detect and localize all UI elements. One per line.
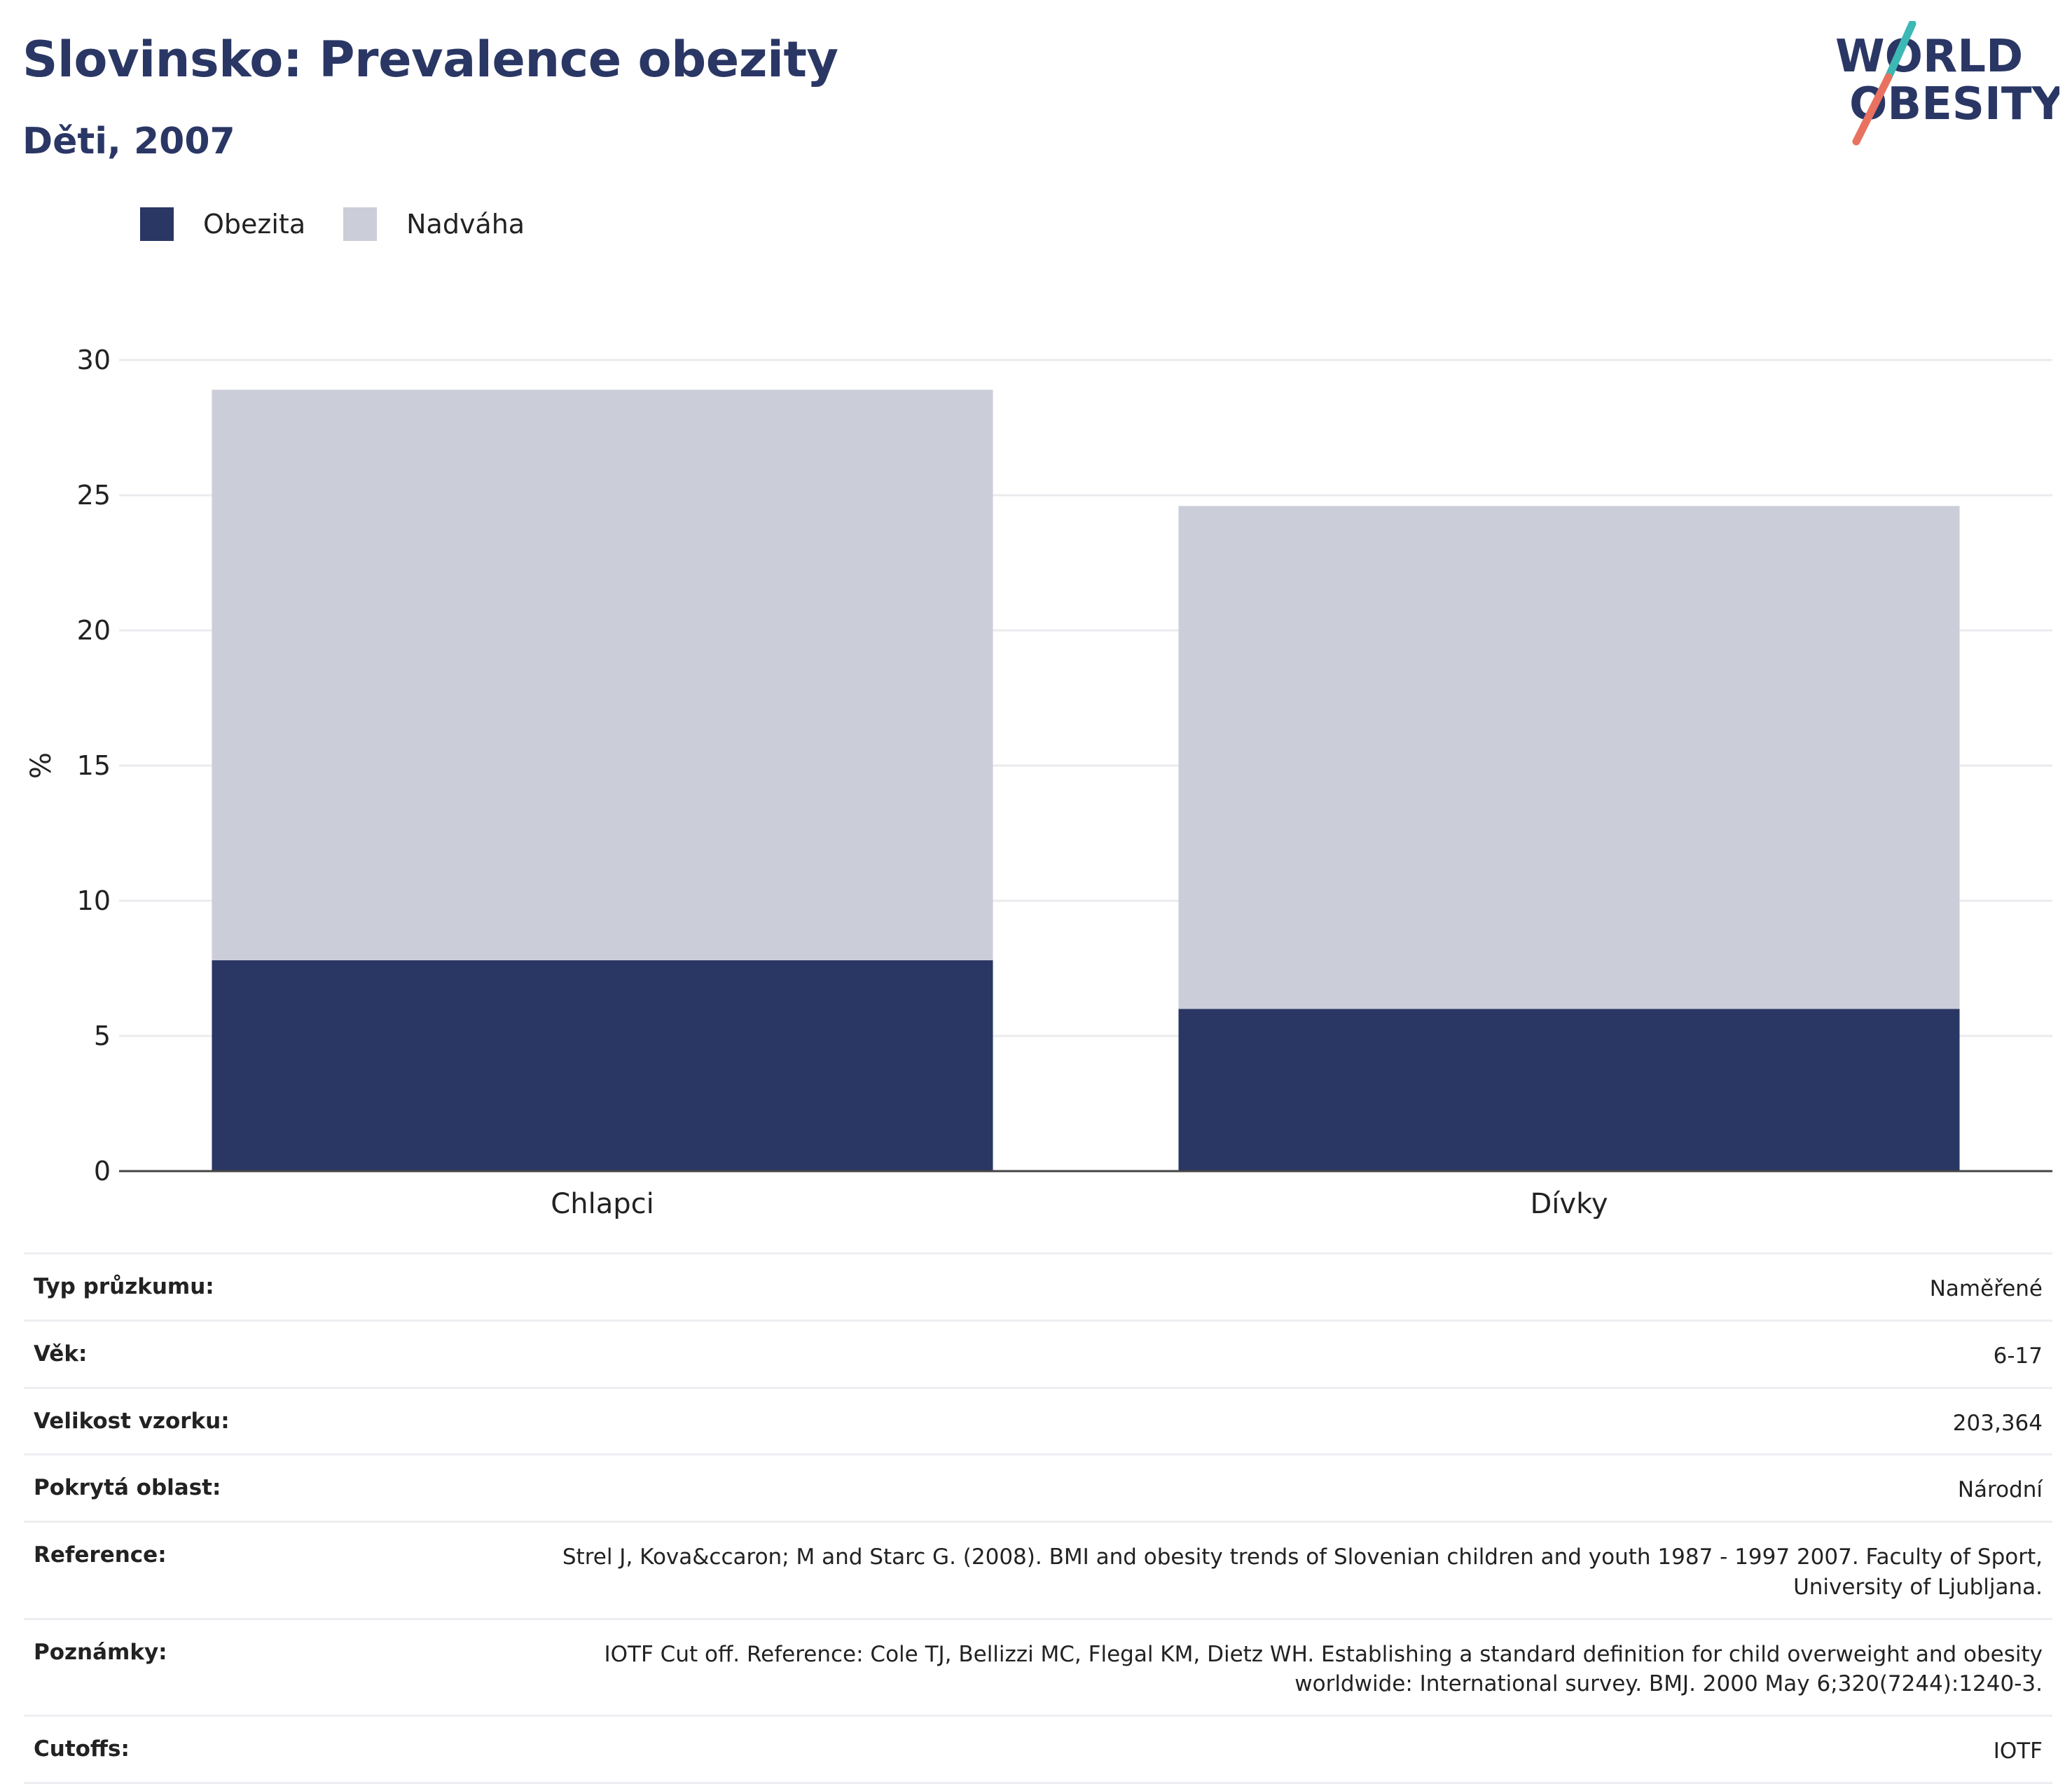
info-value: Naměřené xyxy=(1929,1276,2043,1301)
info-row: Pokrytá oblast: Národní xyxy=(24,1453,2052,1521)
y-tick-label-30: 30 xyxy=(77,345,111,375)
y-tick-label-25: 25 xyxy=(77,480,111,511)
info-key: Velikost vzorku: xyxy=(34,1408,230,1434)
y-tick-label-0: 0 xyxy=(94,1156,111,1187)
info-value: IOTF Cut off. Reference: Cole TJ, Belliz… xyxy=(604,1641,2043,1697)
info-key: Pokrytá oblast: xyxy=(34,1475,221,1501)
info-row: Reference: Strel J, Kova&ccaron; M and St… xyxy=(24,1521,2052,1618)
info-row: Velikost vzorku: 203,364 xyxy=(24,1386,2052,1454)
legend-swatch-nadvaha xyxy=(343,207,378,241)
logo-text-world: WORLD xyxy=(1835,31,2023,83)
page-title: Slovinsko: Prevalence obezity xyxy=(22,31,838,88)
world-obesity-logo: WORLD OBESITY xyxy=(1835,21,2059,146)
legend-item-nadvaha[interactable]: Nadváha xyxy=(343,207,525,241)
legend-label-nadvaha: Nadváha xyxy=(406,209,525,240)
info-value: IOTF xyxy=(1993,1738,2043,1764)
stacked-bar-chart: 0 5 10 15 20 25 30% Chlapci Dívky xyxy=(25,345,2052,1219)
info-key: Cutoffs: xyxy=(34,1736,130,1762)
info-key: Poznámky: xyxy=(34,1639,167,1665)
legend-label-obezita: Obezita xyxy=(203,209,306,240)
info-row: Poznámky: IOTF Cut off. Reference: Cole T… xyxy=(24,1617,2052,1715)
bar-nadváha-dívky xyxy=(1178,506,1960,1009)
y-tick-label-5: 5 xyxy=(94,1021,111,1051)
x-tick-label-0: Chlapci xyxy=(551,1188,654,1219)
bar-obezita-dívky xyxy=(1178,1009,1960,1171)
info-row: Typ průzkumu: Naměřené xyxy=(24,1252,2052,1320)
y-tick-label-20: 20 xyxy=(77,615,111,646)
logo-slash-coral xyxy=(1852,73,1893,146)
page-subtitle: Děti, 2007 xyxy=(22,120,235,163)
info-value: Strel J, Kova&ccaron; M and Starc G. (20… xyxy=(562,1544,2043,1600)
logo-slash-teal xyxy=(1884,21,1916,81)
y-tick-label-10: 10 xyxy=(77,885,111,916)
survey-info-table: Typ průzkumu: Naměřené Věk: 6-17 Velikost vz… xyxy=(24,1252,2052,1784)
info-value: Národní xyxy=(1957,1477,2043,1503)
legend-item-obezita[interactable]: Obezita xyxy=(140,207,305,241)
info-key: Typ průzkumu: xyxy=(34,1274,214,1299)
info-key: Věk: xyxy=(34,1341,88,1367)
x-tick-label-1: Dívky xyxy=(1531,1188,1608,1219)
info-key: Reference: xyxy=(34,1542,167,1568)
info-row: Věk: 6-17 xyxy=(24,1319,2052,1387)
y-axis-label: % xyxy=(25,752,57,779)
legend-swatch-obezita xyxy=(140,207,174,241)
chart-legend: Obezita Nadváha xyxy=(140,207,562,241)
y-tick-label-15: 15 xyxy=(77,750,111,781)
info-value: 203,364 xyxy=(1952,1410,2043,1436)
bar-obezita-chlapci xyxy=(212,960,993,1171)
bar-nadváha-chlapci xyxy=(212,389,993,960)
info-value: 6-17 xyxy=(1993,1343,2043,1369)
info-row: Cutoffs: IOTF xyxy=(24,1715,2052,1784)
